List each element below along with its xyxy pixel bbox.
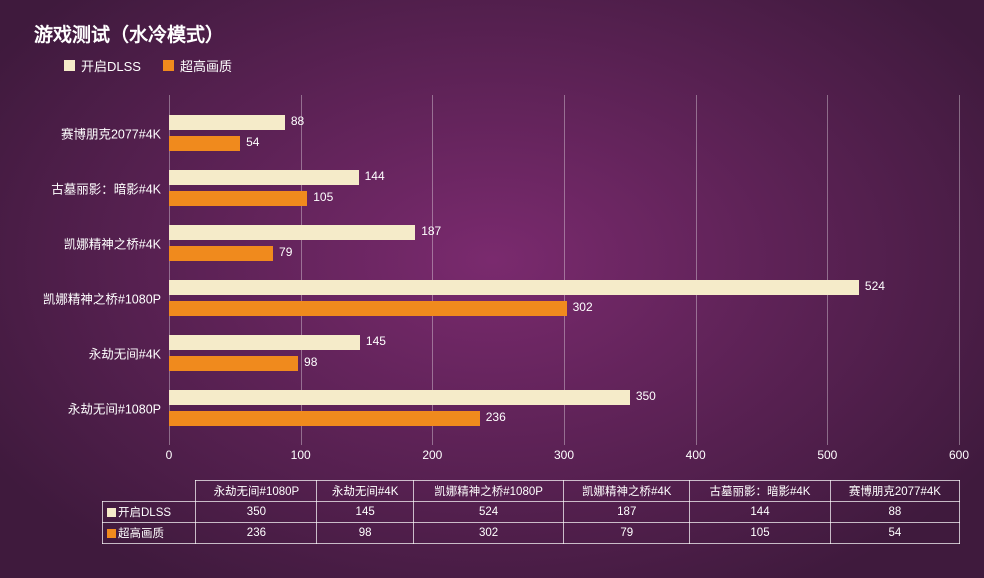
- x-tick-label: 0: [166, 448, 173, 462]
- bar-dlss: [169, 170, 359, 185]
- x-tick-label: 300: [554, 448, 574, 462]
- table-row-header: 开启DLSS: [103, 502, 196, 523]
- table-cell: 187: [564, 502, 690, 523]
- bar-dlss: [169, 280, 859, 295]
- bar-value-label: 145: [366, 334, 386, 348]
- bar-value-label: 79: [279, 245, 292, 259]
- table-cell: 105: [690, 523, 831, 544]
- bar-group: 永劫无间#4K14598: [169, 325, 959, 380]
- table-cell: 88: [830, 502, 959, 523]
- table-cell: 79: [564, 523, 690, 544]
- bar-group: 凯娜精神之桥#4K18779: [169, 215, 959, 270]
- bar-group: 赛博朋克2077#4K8854: [169, 105, 959, 160]
- bar-value-label: 187: [421, 224, 441, 238]
- bar-value-label: 524: [865, 279, 885, 293]
- bar-ultra: [169, 356, 298, 371]
- table-row-header: 超高画质: [103, 523, 196, 544]
- legend-item-ultra: 超高画质: [163, 56, 232, 75]
- x-tick-label: 500: [817, 448, 837, 462]
- table-cell: 236: [196, 523, 317, 544]
- bar-value-label: 105: [313, 190, 333, 204]
- y-category-label: 永劫无间#4K: [1, 343, 161, 362]
- table-header-row: 永劫无间#1080P永劫无间#4K凯娜精神之桥#1080P凯娜精神之桥#4K古墓…: [103, 481, 960, 502]
- bar-dlss: [169, 390, 630, 405]
- table-swatch-icon: [107, 529, 116, 538]
- bar-value-label: 350: [636, 389, 656, 403]
- table-column-header: 古墓丽影：暗影#4K: [690, 481, 831, 502]
- bar-group: 凯娜精神之桥#1080P524302: [169, 270, 959, 325]
- bar-ultra: [169, 136, 240, 151]
- table-column-header: 凯娜精神之桥#4K: [564, 481, 690, 502]
- x-tick-label: 600: [949, 448, 969, 462]
- y-category-label: 赛博朋克2077#4K: [1, 123, 161, 142]
- bar-value-label: 98: [304, 355, 317, 369]
- bar-value-label: 302: [573, 300, 593, 314]
- bar-group: 永劫无间#1080P350236: [169, 380, 959, 435]
- table-corner-cell: [103, 481, 196, 502]
- legend-item-dlss: 开启DLSS: [64, 56, 141, 75]
- y-category-label: 古墓丽影：暗影#4K: [1, 178, 161, 197]
- bar-value-label: 54: [246, 135, 259, 149]
- table-column-header: 永劫无间#4K: [317, 481, 413, 502]
- table-column-header: 永劫无间#1080P: [196, 481, 317, 502]
- table-row: 开启DLSS35014552418714488: [103, 502, 960, 523]
- bar-dlss: [169, 225, 415, 240]
- y-category-label: 凯娜精神之桥#4K: [1, 233, 161, 252]
- table-cell: 302: [413, 523, 563, 544]
- bar-ultra: [169, 191, 307, 206]
- bar-ultra: [169, 411, 480, 426]
- bar-ultra: [169, 301, 567, 316]
- x-tick-label: 100: [291, 448, 311, 462]
- bar-group: 古墓丽影：暗影#4K144105: [169, 160, 959, 215]
- table-column-header: 赛博朋克2077#4K: [830, 481, 959, 502]
- grid-line: [959, 95, 960, 445]
- bar-ultra: [169, 246, 273, 261]
- table-cell: 350: [196, 502, 317, 523]
- chart-title: 游戏测试（水冷模式）: [34, 20, 224, 47]
- table-column-header: 凯娜精神之桥#1080P: [413, 481, 563, 502]
- y-category-label: 永劫无间#1080P: [1, 398, 161, 417]
- y-category-label: 凯娜精神之桥#1080P: [1, 288, 161, 307]
- bar-value-label: 88: [291, 114, 304, 128]
- legend-label-dlss: 开启DLSS: [81, 56, 141, 75]
- bar-dlss: [169, 335, 360, 350]
- x-tick-label: 400: [686, 448, 706, 462]
- table-row: 超高画质236983027910554: [103, 523, 960, 544]
- legend-swatch-ultra: [163, 60, 174, 71]
- table-cell: 98: [317, 523, 413, 544]
- bar-value-label: 236: [486, 410, 506, 424]
- legend-label-ultra: 超高画质: [180, 56, 232, 75]
- table-swatch-icon: [107, 508, 116, 517]
- x-tick-label: 200: [422, 448, 442, 462]
- table-cell: 524: [413, 502, 563, 523]
- bar-value-label: 144: [365, 169, 385, 183]
- table-cell: 54: [830, 523, 959, 544]
- table-cell: 144: [690, 502, 831, 523]
- table-cell: 145: [317, 502, 413, 523]
- plot-area: 0100200300400500600赛博朋克2077#4K8854古墓丽影：暗…: [169, 95, 959, 445]
- legend-swatch-dlss: [64, 60, 75, 71]
- data-table: 永劫无间#1080P永劫无间#4K凯娜精神之桥#1080P凯娜精神之桥#4K古墓…: [102, 480, 960, 544]
- legend: 开启DLSS 超高画质: [64, 56, 232, 75]
- bar-dlss: [169, 115, 285, 130]
